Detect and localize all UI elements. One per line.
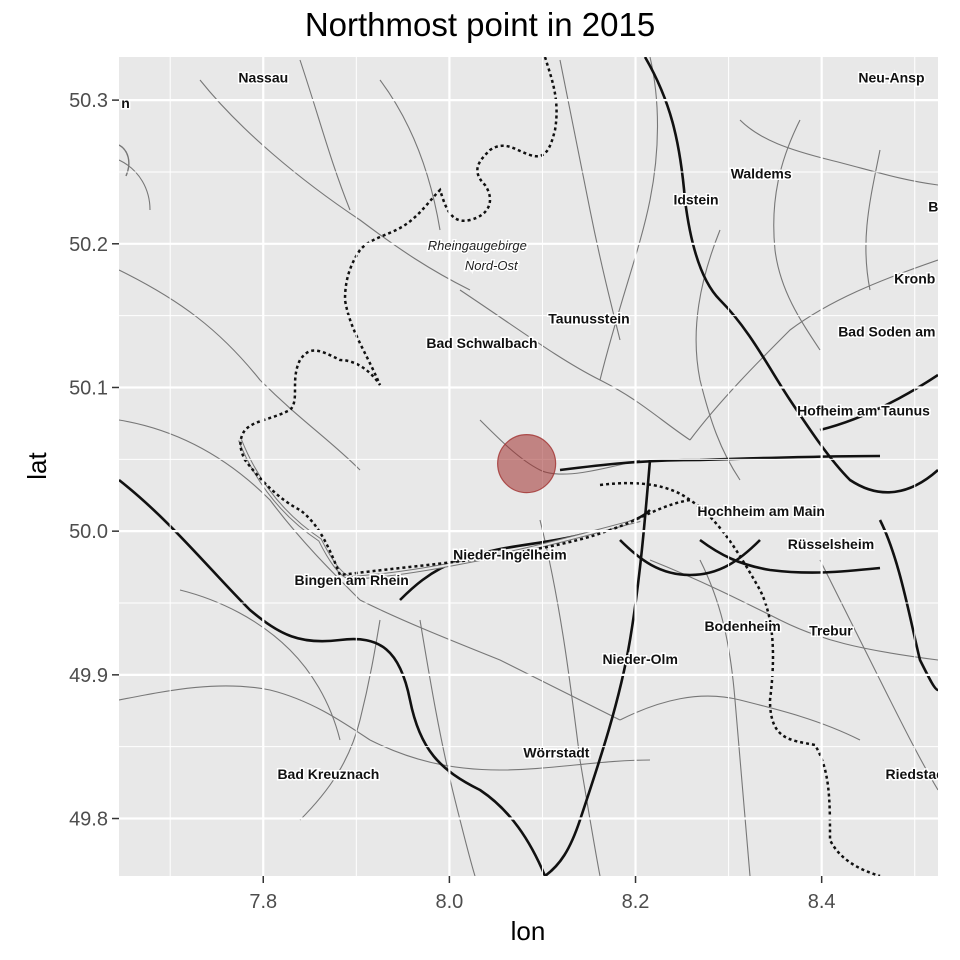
place-label: Rüsselsheim xyxy=(788,536,874,552)
northmost-point-marker xyxy=(497,434,557,494)
place-label: Kronb xyxy=(894,270,935,286)
place-label: Hochheim am Main xyxy=(697,503,825,519)
y-tick-label: 50.2 xyxy=(69,234,108,256)
place-label: Bad Soden am xyxy=(838,324,935,340)
y-tick-label: 49.9 xyxy=(69,665,108,687)
place-label: Nieder-Olm xyxy=(602,651,677,667)
place-label: Bodenheim xyxy=(704,618,780,634)
x-axis-ticks: 7.8 8.0 8.2 8.4 xyxy=(249,876,836,913)
region-label: Rheingaugebirge xyxy=(428,238,527,253)
y-axis-title: lat xyxy=(22,451,52,479)
chart-title: Northmost point in 2015 xyxy=(304,6,656,43)
place-label: Wörrstadt xyxy=(523,745,589,761)
place-label: Bad Kreuznach xyxy=(277,766,379,782)
place-label: n xyxy=(121,95,130,111)
place-label: Taunusstein xyxy=(548,311,629,327)
y-tick-label: 49.8 xyxy=(69,809,108,831)
x-tick-label: 8.4 xyxy=(808,891,836,913)
y-axis-ticks: 49.8 49.9 50.0 50.1 50.2 50.3 xyxy=(69,90,119,831)
grid-lines xyxy=(119,57,938,876)
place-label: Bingen am Rhein xyxy=(294,572,408,588)
place-label: Bad Schwalbach xyxy=(426,335,537,351)
data-points xyxy=(497,434,557,494)
basemap-roads xyxy=(119,57,938,876)
place-label: Idstein xyxy=(673,191,718,207)
place-label: Riedstac xyxy=(886,766,945,782)
y-tick-label: 50.0 xyxy=(69,521,108,543)
x-tick-label: 8.0 xyxy=(435,891,463,913)
x-tick-label: 8.2 xyxy=(622,891,650,913)
place-label: Nassau xyxy=(238,69,288,85)
place-label: Nieder-Ingelheim xyxy=(453,546,567,562)
place-label: Hofheim am Taunus xyxy=(797,403,930,419)
place-label: B xyxy=(928,199,938,215)
y-tick-label: 50.3 xyxy=(69,90,108,112)
x-axis-title: lon xyxy=(511,916,546,946)
x-tick-label: 7.8 xyxy=(249,891,277,913)
region-label: Nord-Ost xyxy=(465,258,519,273)
place-label: Neu-Ansp xyxy=(858,69,924,85)
y-tick-label: 50.1 xyxy=(69,377,108,399)
place-label: Trebur xyxy=(809,622,853,638)
place-labels: Nassau Neu-Ansp Waldems Idstein B Kronb Taunus… xyxy=(120,68,945,784)
place-label: Waldems xyxy=(731,166,792,182)
